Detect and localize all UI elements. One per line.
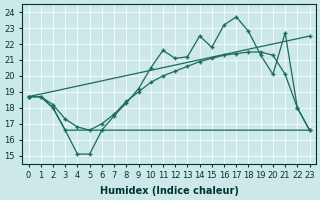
- X-axis label: Humidex (Indice chaleur): Humidex (Indice chaleur): [100, 186, 238, 196]
